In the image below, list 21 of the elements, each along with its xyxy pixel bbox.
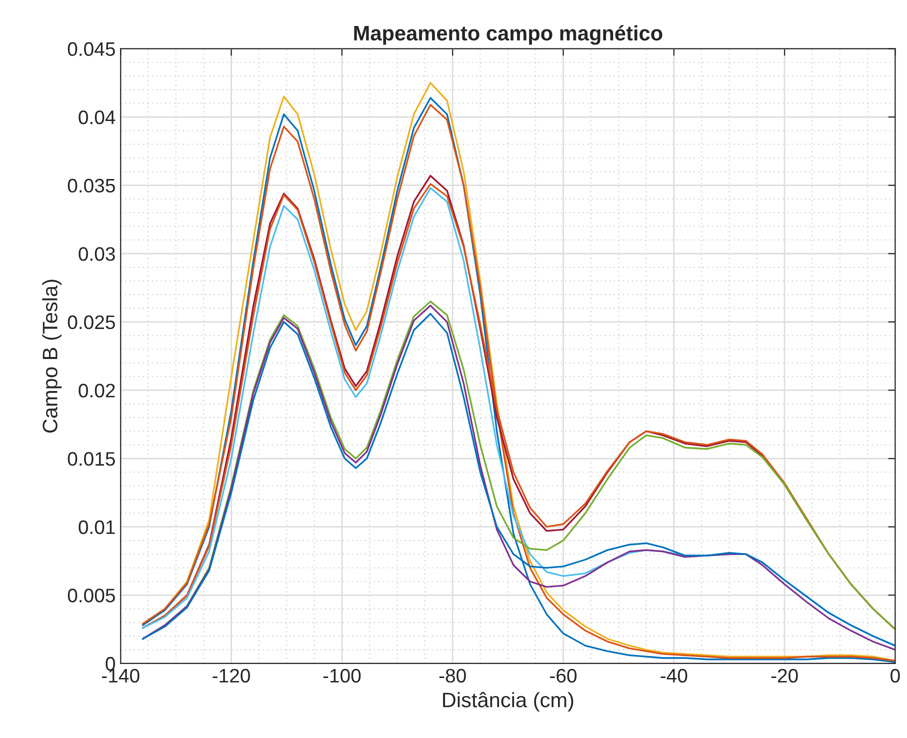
- chart-title: Mapeamento campo magnético: [354, 25, 662, 45]
- y-tick-label: 0.045: [68, 42, 115, 56]
- y-tick-label: 0.01: [78, 520, 115, 534]
- y-tick-label: 0.02: [78, 384, 115, 398]
- y-axis-title: Campo B (Tesla): [42, 280, 62, 433]
- y-tick-label: 0.005: [68, 588, 115, 602]
- y-tick-label: 0: [106, 656, 116, 671]
- x-tick-label: -80: [439, 668, 466, 683]
- x-axis-title: Distância (cm): [443, 692, 574, 712]
- x-tick-label: -120: [212, 668, 250, 683]
- x-tick-label: -20: [771, 668, 798, 683]
- y-tick-label: 0.025: [68, 315, 115, 330]
- y-tick-label: 0.015: [68, 452, 115, 466]
- x-tick-label: 0: [890, 668, 900, 683]
- x-tick-label: -60: [550, 668, 577, 683]
- x-tick-label: -140: [102, 668, 140, 683]
- y-tick-label: 0.03: [78, 247, 115, 261]
- x-tick-label: -40: [660, 668, 688, 683]
- x-tick-label: -100: [323, 668, 361, 683]
- y-tick-label: 0.04: [78, 110, 116, 124]
- y-tick-label: 0.035: [68, 178, 115, 193]
